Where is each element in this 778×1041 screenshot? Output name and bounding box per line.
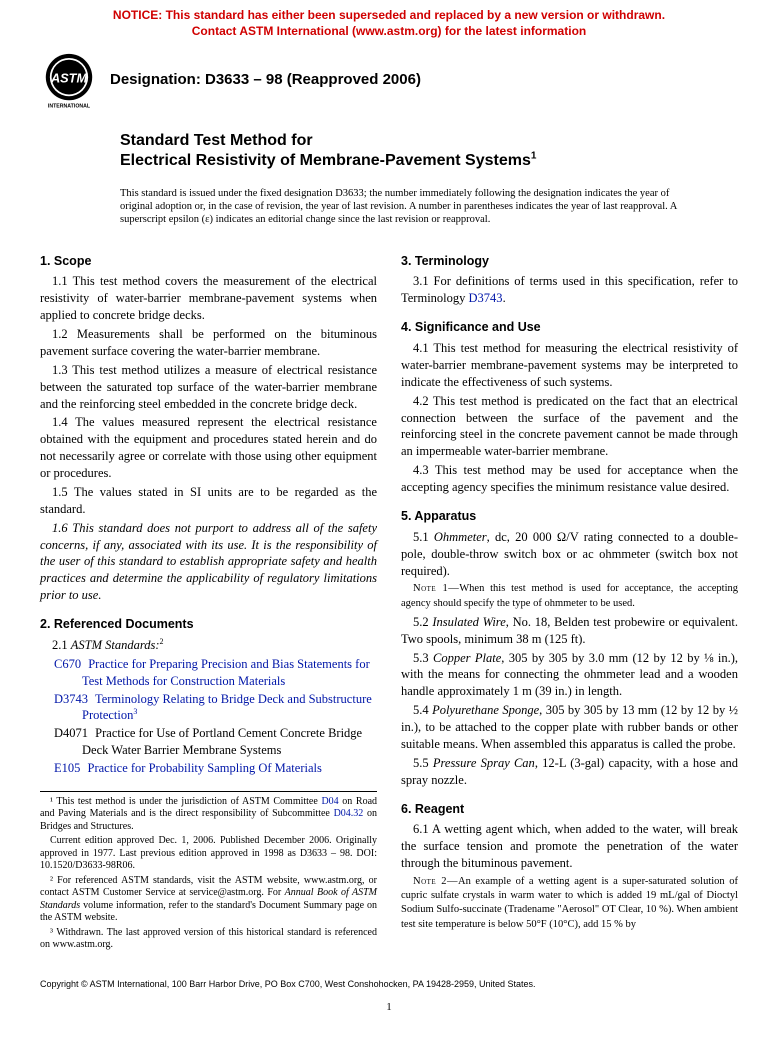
header: ASTM INTERNATIONAL Designation: D3633 – …: [0, 43, 778, 113]
para-5-4: 5.4 Polyurethane Sponge, 305 by 305 by 1…: [401, 702, 738, 753]
footnote-1d: Current edition approved Dec. 1, 2006. P…: [40, 835, 377, 873]
notice-line-2: Contact ASTM International (www.astm.org…: [192, 24, 586, 38]
fn1-link2[interactable]: D04.32: [334, 808, 364, 819]
footnote-3: ³ Withdrawn. The last approved version o…: [40, 927, 377, 952]
svg-text:INTERNATIONAL: INTERNATIONAL: [48, 103, 91, 109]
title-kicker: Standard Test Method for: [120, 131, 678, 151]
para-2-1-a: 2.1: [52, 638, 71, 652]
p53a: 5.3: [413, 651, 433, 665]
issuance-note: This standard is issued under the fixed …: [0, 177, 778, 240]
ref-code: C670: [54, 657, 81, 671]
page-number: 1: [0, 994, 778, 1031]
section-6-head: 6. Reagent: [401, 801, 738, 818]
notice-banner: NOTICE: This standard has either been su…: [0, 0, 778, 43]
p54a: 5.4: [413, 703, 432, 717]
ref-sup: 3: [133, 707, 137, 716]
para-2-1: 2.1 ASTM Standards:2: [40, 637, 377, 654]
p52a: 5.2: [413, 615, 432, 629]
section-1-head: 1. Scope: [40, 253, 377, 270]
fn2-b: volume information, refer to the standar…: [40, 900, 377, 924]
section-3-head: 3. Terminology: [401, 253, 738, 270]
p53i: Copper Plate: [433, 651, 501, 665]
para-2-1-b: ASTM Standards:: [71, 638, 160, 652]
para-3-1-a: 3.1 For definitions of terms used in thi…: [401, 274, 738, 305]
footnote-2: ² For referenced ASTM standards, visit t…: [40, 875, 377, 925]
section-2-head: 2. Referenced Documents: [40, 616, 377, 633]
copyright: Copyright © ASTM International, 100 Barr…: [0, 968, 778, 994]
title-main: Electrical Resistivity of Membrane-Pavem…: [120, 151, 678, 171]
body-columns: 1. Scope 1.1 This test method covers the…: [0, 241, 778, 968]
para-5-5: 5.5 Pressure Spray Can, 12-L (3-gal) cap…: [401, 755, 738, 789]
p52i: Insulated Wire: [432, 615, 505, 629]
ref-e105[interactable]: E105 Practice for Probability Sampling O…: [54, 760, 377, 777]
para-1-6: 1.6 This standard does not purport to ad…: [40, 520, 377, 604]
para-1-2: 1.2 Measurements shall be performed on t…: [40, 326, 377, 360]
title-main-text: Electrical Resistivity of Membrane-Pavem…: [120, 152, 531, 169]
fn1-link1[interactable]: D04: [321, 796, 338, 807]
ref-title: Practice for Probability Sampling Of Mat…: [88, 761, 322, 775]
para-6-1: 6.1 A wetting agent which, when added to…: [401, 821, 738, 872]
footnotes: ¹ This test method is under the jurisdic…: [40, 791, 377, 952]
left-column: 1. Scope 1.1 This test method covers the…: [40, 241, 377, 954]
fn1-a: ¹ This test method is under the jurisdic…: [50, 796, 321, 807]
para-3-1-link[interactable]: D3743: [469, 291, 503, 305]
ref-d4071: D4071 Practice for Use of Portland Cemen…: [54, 725, 377, 759]
para-2-1-sup: 2: [160, 637, 164, 646]
para-1-4: 1.4 The values measured represent the el…: [40, 414, 377, 482]
right-column: 3. Terminology 3.1 For definitions of te…: [401, 241, 738, 954]
para-5-2: 5.2 Insulated Wire, No. 18, Belden test …: [401, 614, 738, 648]
footnote-1: ¹ This test method is under the jurisdic…: [40, 796, 377, 834]
p54i: Polyurethane Sponge: [432, 703, 539, 717]
para-5-1: 5.1 Ohmmeter, dc, 20 000 Ω/V rating conn…: [401, 529, 738, 580]
note-2: Note 2—An example of a wetting agent is …: [401, 875, 738, 932]
para-4-3: 4.3 This test method may be used for acc…: [401, 462, 738, 496]
ref-c670[interactable]: C670 Practice for Preparing Precision an…: [54, 656, 377, 690]
para-4-2: 4.2 This test method is predicated on th…: [401, 393, 738, 461]
para-1-1: 1.1 This test method covers the measurem…: [40, 273, 377, 324]
para-1-3: 1.3 This test method utilizes a measure …: [40, 362, 377, 413]
section-5-head: 5. Apparatus: [401, 508, 738, 525]
para-5-3: 5.3 Copper Plate, 305 by 305 by 3.0 mm (…: [401, 650, 738, 701]
p55i: Pressure Spray Can: [433, 756, 535, 770]
astm-logo: ASTM INTERNATIONAL: [40, 51, 98, 109]
para-1-5: 1.5 The values stated in SI units are to…: [40, 484, 377, 518]
p51a: 5.1: [413, 530, 434, 544]
section-4-head: 4. Significance and Use: [401, 319, 738, 336]
para-4-1: 4.1 This test method for measuring the e…: [401, 340, 738, 391]
note1-label: Note 1—: [413, 583, 459, 594]
para-3-1: 3.1 For definitions of terms used in thi…: [401, 273, 738, 307]
ref-code: D3743: [54, 692, 88, 706]
ref-code: E105: [54, 761, 80, 775]
p51i: Ohmmeter: [434, 530, 487, 544]
ref-code: D4071: [54, 726, 88, 740]
ref-d3743[interactable]: D3743 Terminology Relating to Bridge Dec…: [54, 691, 377, 725]
note-1: Note 1—When this test method is used for…: [401, 582, 738, 610]
svg-text:ASTM: ASTM: [50, 71, 88, 86]
para-3-1-b: .: [503, 291, 506, 305]
ref-title: Terminology Relating to Bridge Deck and …: [82, 692, 372, 723]
designation: Designation: D3633 – 98 (Reapproved 2006…: [110, 70, 421, 90]
ref-title: Practice for Use of Portland Cement Conc…: [82, 726, 362, 757]
p55a: 5.5: [413, 756, 433, 770]
title-superscript: 1: [531, 151, 537, 162]
ref-title: Practice for Preparing Precision and Bia…: [82, 657, 370, 688]
title-block: Standard Test Method for Electrical Resi…: [0, 113, 778, 177]
note2-label: Note 2—: [413, 876, 458, 887]
notice-line-1: NOTICE: This standard has either been su…: [113, 8, 665, 22]
ref-list: C670 Practice for Preparing Precision an…: [54, 656, 377, 777]
